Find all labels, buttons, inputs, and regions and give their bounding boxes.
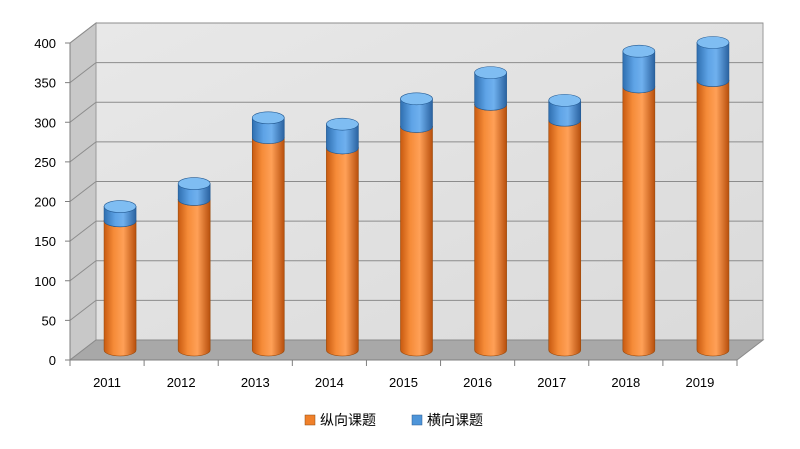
y-tick-label: 250 <box>34 155 56 170</box>
bar-group-2012 <box>177 177 211 357</box>
legend-label-series-0: 纵向课题 <box>320 413 376 429</box>
gridline-side <box>69 220 97 242</box>
bar-group-2016 <box>474 66 507 357</box>
y-tick-label: 0 <box>49 353 56 368</box>
y-tick-label: 350 <box>34 76 56 91</box>
legend: 纵向课题 横向课题 <box>304 413 483 429</box>
bar-cap-series1-2016 <box>474 66 507 79</box>
bar-group-2015 <box>400 92 433 357</box>
x-tick-label: 2019 <box>685 375 714 390</box>
bar-series1-2013 <box>251 117 285 144</box>
gridline-side <box>69 299 97 321</box>
bar-cap-series1-2017 <box>548 94 582 107</box>
bar-series0-2016 <box>474 104 507 357</box>
bar-series0-2012 <box>177 199 211 357</box>
x-axis: 2011 2012 2013 2014 2015 2016 2017 2018 2019 <box>69 359 738 390</box>
gridline-side <box>69 62 97 84</box>
bar-group-2011 <box>103 200 137 357</box>
bar-series0-2014 <box>326 147 359 357</box>
x-tick-label: 2017 <box>537 375 566 390</box>
x-tick-label: 2011 <box>93 375 121 390</box>
bar-series0-2019 <box>696 80 730 357</box>
bar-series1-2014 <box>326 123 359 155</box>
x-tick-label: 2016 <box>463 375 492 390</box>
bar-cap-series1-2011 <box>103 200 137 213</box>
bar-series1-2016 <box>474 72 507 111</box>
bar-group-2019 <box>696 36 730 357</box>
bar-cap-series1-2015 <box>400 92 433 106</box>
bar-series1-2019 <box>696 42 730 87</box>
bar-cap-series1-2013 <box>251 111 285 125</box>
bar-cap-series1-2018 <box>622 44 656 58</box>
gridline-side <box>69 181 97 202</box>
x-tick-label: 2012 <box>167 375 196 390</box>
gridline-side <box>69 22 97 44</box>
bar-cap-series1-2014 <box>326 117 359 131</box>
bar-series1-2015 <box>400 98 433 133</box>
bar-series1-2017 <box>548 100 582 127</box>
bar-group-2013 <box>251 111 285 357</box>
y-axis: 0 50 100 150 200 250 300 350 400 <box>34 36 71 368</box>
bar-series0-2013 <box>251 137 285 357</box>
y-tick-label: 100 <box>34 274 56 289</box>
legend-swatch-series-1 <box>411 414 423 426</box>
y-tick-label: 300 <box>34 115 56 130</box>
y-tick-label: 200 <box>34 195 56 210</box>
bar-group-2018 <box>622 44 656 357</box>
bar-series0-2015 <box>400 126 433 357</box>
x-tick-label: 2013 <box>241 375 270 390</box>
legend-label-series-1: 横向课题 <box>427 413 483 429</box>
gridline-side <box>69 101 97 123</box>
bar-cap-series1-2012 <box>177 177 211 190</box>
bar-group-2014 <box>326 117 359 357</box>
bar-series1-2018 <box>622 50 656 94</box>
bars <box>103 36 730 357</box>
x-tick-label: 2018 <box>611 375 640 390</box>
x-tick-label: 2014 <box>315 375 344 390</box>
bar-cap-series1-2019 <box>696 36 730 49</box>
legend-swatch-series-0 <box>304 414 316 426</box>
y-tick-label: 150 <box>34 234 56 249</box>
bar-series0-2011 <box>103 220 137 357</box>
bar-series0-2018 <box>622 86 656 357</box>
gridline-side <box>69 260 97 282</box>
gridline-side <box>69 141 97 163</box>
y-tick-label: 50 <box>42 313 56 328</box>
x-tick-label: 2015 <box>389 375 418 390</box>
bar-series0-2017 <box>548 119 582 357</box>
y-tick-label: 400 <box>34 36 56 51</box>
bar-group-2017 <box>548 94 582 357</box>
